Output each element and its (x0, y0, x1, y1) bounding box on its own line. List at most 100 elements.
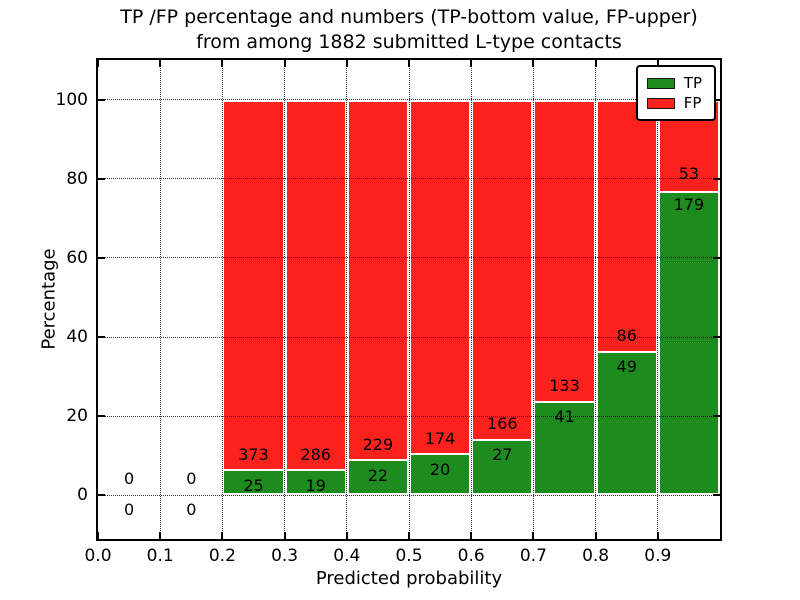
stacked-bar (222, 99, 285, 496)
bar-tp-segment (224, 468, 283, 494)
y-tick-mark-right (713, 336, 720, 339)
x-tick-mark-bottom (283, 532, 286, 539)
v-gridline (284, 60, 286, 539)
fp-count-label: 53 (678, 164, 700, 183)
x-tick-mark-top (345, 60, 348, 67)
tp-count-label: 25 (243, 475, 264, 495)
x-tick-mark-bottom (97, 532, 99, 539)
fp-count-label: 0 (186, 469, 197, 489)
stacked-bar (284, 99, 347, 496)
tp-count-label: 41 (554, 407, 575, 427)
x-tick-label: 0.9 (644, 546, 672, 566)
v-gridline (346, 60, 348, 539)
tp-count-label: 19 (305, 475, 326, 495)
x-tick-label: 0.4 (333, 546, 361, 566)
x-tick-mark-top (97, 60, 99, 67)
tp-count-label: 49 (616, 356, 637, 376)
y-tick-mark-right (713, 177, 720, 180)
x-tick-label: 0.6 (457, 546, 485, 566)
x-axis-label: Predicted probability (315, 568, 503, 589)
x-tick-mark-top (408, 60, 410, 67)
bar-tp-segment (473, 438, 532, 494)
v-gridline (532, 60, 534, 539)
y-tick-label: 80 (66, 168, 88, 189)
y-tick-label: 60 (66, 247, 88, 268)
x-tick-label: 0.2 (208, 546, 236, 566)
stacked-bar (409, 99, 472, 496)
bar-tp-segment (411, 453, 470, 494)
y-tick-mark-left (98, 494, 105, 497)
v-gridline (595, 60, 597, 539)
stacked-bar (657, 99, 720, 496)
x-tick-mark-bottom (221, 532, 224, 539)
y-tick-mark-left (98, 336, 105, 339)
fp-count-label: 373 (238, 444, 269, 464)
fp-count-label: 133 (549, 376, 580, 396)
fp-count-label: 174 (424, 428, 456, 448)
chart-title: TP /FP percentage and numbers (TP-bottom… (120, 5, 698, 55)
y-tick-mark-right (713, 256, 720, 259)
v-gridline (221, 60, 223, 539)
tp-count-label: 0 (186, 500, 197, 520)
stacked-bar (471, 99, 534, 496)
x-tick-mark-top (283, 60, 286, 67)
x-tick-mark-top (532, 60, 535, 67)
bar-tp-segment (286, 469, 345, 494)
x-tick-mark-bottom (656, 532, 659, 539)
fp-count-label: 86 (616, 325, 637, 345)
y-axis-label: Percentage (38, 248, 60, 350)
stacked-bar (346, 99, 409, 496)
legend-fp-label: FP (683, 93, 702, 112)
plot-area: 0 0 0 0 373 25 286 19 229 22 174 20 166 27 133 41 86 49 53… (96, 58, 722, 541)
v-gridline (470, 60, 472, 539)
bar-tp-segment (597, 351, 656, 494)
y-tick-mark-left (98, 415, 105, 418)
tp-count-label: 0 (124, 500, 135, 520)
y-tick-label: 20 (66, 406, 88, 427)
y-tick-mark-right (713, 415, 720, 418)
x-tick-mark-top (221, 60, 224, 67)
legend-fp-swatch (646, 97, 675, 109)
x-tick-mark-top (656, 60, 659, 67)
x-tick-label: 0.8 (582, 546, 610, 566)
y-tick-label: 100 (55, 89, 88, 110)
x-tick-mark-bottom (594, 532, 597, 539)
x-tick-label: 0.1 (146, 546, 174, 566)
tp-count-label: 22 (367, 465, 389, 485)
x-tick-label: 0.5 (395, 546, 423, 566)
x-tick-mark-top (159, 60, 162, 67)
chart-title-line1: TP /FP percentage and numbers (TP-bottom… (120, 6, 698, 28)
bar-tp-segment (348, 459, 407, 494)
fp-count-label: 166 (487, 414, 518, 434)
fp-count-label: 229 (362, 434, 394, 454)
y-tick-mark-right (713, 98, 720, 101)
tp-count-label: 27 (492, 445, 513, 465)
y-tick-mark-left (98, 98, 105, 101)
legend-tp-swatch (646, 77, 675, 89)
v-gridline (408, 60, 410, 539)
x-tick-mark-top (470, 60, 473, 67)
x-tick-mark-bottom (345, 532, 348, 539)
v-gridline (159, 60, 161, 539)
legend-row-fp: FP (646, 93, 702, 113)
fp-count-label: 286 (300, 444, 331, 464)
chart-title-line2: from among 1882 submitted L-type contact… (196, 31, 622, 53)
x-tick-mark-bottom (159, 532, 162, 539)
stacked-bar (595, 99, 658, 496)
x-tick-mark-top (594, 60, 597, 67)
x-tick-mark-bottom (470, 532, 473, 539)
x-tick-label: 0.3 (271, 546, 299, 566)
legend: TP FP (635, 65, 716, 121)
x-tick-label: 0.7 (519, 546, 547, 566)
stacked-bar (533, 99, 596, 496)
legend-tp-label: TP (683, 73, 702, 92)
fp-count-label: 0 (124, 469, 135, 489)
tp-count-label: 20 (429, 459, 451, 479)
legend-row-tp: TP (646, 73, 702, 93)
x-tick-label: 0.0 (84, 546, 112, 566)
y-tick-mark-right (713, 494, 720, 497)
v-gridline (657, 60, 659, 539)
y-tick-label: 40 (66, 327, 88, 348)
x-tick-mark-bottom (532, 532, 535, 539)
